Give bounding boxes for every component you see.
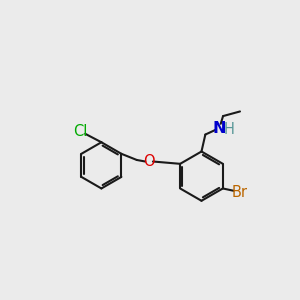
Text: H: H	[224, 122, 235, 137]
Text: N: N	[212, 121, 226, 136]
Text: Br: Br	[232, 185, 248, 200]
Text: O: O	[143, 154, 155, 169]
Text: Cl: Cl	[73, 124, 87, 139]
